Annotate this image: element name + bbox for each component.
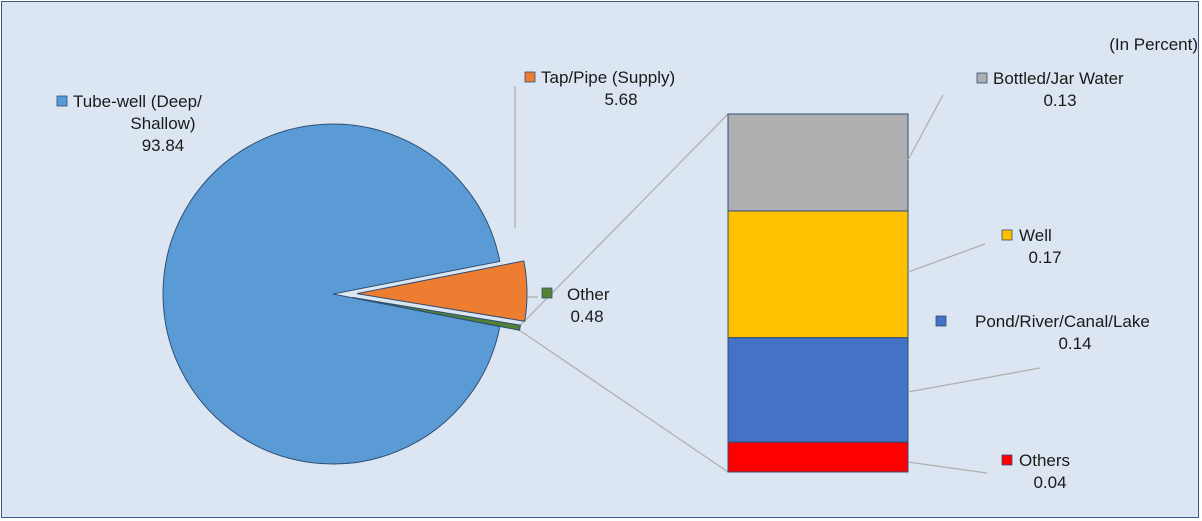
data-labels: Tube-well (Deep/Shallow) 93.84 Tap/Pipe (S… [56, 68, 1150, 492]
label-name: Bottled/Jar Water [993, 69, 1124, 88]
leader-lines [514, 86, 1041, 474]
pie-slice-other [352, 297, 521, 331]
legend-key [976, 72, 988, 84]
label-name: Others [1019, 451, 1070, 470]
legend-key [524, 71, 536, 83]
label-name: Tap/Pipe (Supply) [541, 68, 675, 87]
leader-line [907, 461, 988, 474]
pie [162, 123, 528, 465]
stacked-bar [727, 113, 909, 473]
unit-note: (In Percent) [1109, 35, 1198, 54]
label-value: 0.48 [570, 307, 603, 326]
label-value: 0.13 [1043, 91, 1076, 110]
leader-line [907, 94, 944, 161]
label-name: Shallow) [130, 114, 195, 133]
bar-segment-others [727, 441, 909, 473]
legend-key [56, 95, 68, 107]
label-value: 0.14 [1058, 334, 1091, 353]
bar-segment-bottled-jar-water [727, 113, 909, 212]
label-other: Other 0.48 [541, 285, 610, 326]
label-value: 93.84 [142, 136, 185, 155]
leader-line [907, 367, 1041, 393]
label-others: Others 0.04 [1001, 451, 1070, 492]
label-name: Well [1019, 226, 1052, 245]
label-value: 5.68 [604, 90, 637, 109]
pie-slice-tap-pipe-supply [356, 260, 528, 322]
bar-segment-pond-river-canal-lake [727, 337, 909, 443]
label-pond-river-canal-lake: Pond/River/Canal/Lake 0.14 [935, 312, 1150, 353]
label-name: Other [567, 285, 610, 304]
connector-line-top [519, 113, 729, 326]
label-name: Tube-well (Deep/ [73, 92, 202, 111]
label-value: 0.04 [1033, 473, 1066, 492]
leader-line [907, 243, 986, 273]
label-tube-well: Tube-well (Deep/Shallow) 93.84 [56, 92, 202, 155]
connector-lines [519, 113, 729, 473]
legend-key [541, 287, 553, 299]
legend-key [1001, 454, 1013, 466]
bar-segment-well [727, 210, 909, 339]
pie-slice-tube-well-deep-shallow [162, 123, 501, 465]
label-well: Well 0.17 [1001, 226, 1062, 267]
label-name: Pond/River/Canal/Lake [975, 312, 1150, 331]
legend-key [935, 315, 947, 327]
label-tap-pipe: Tap/Pipe (Supply) 5.68 [524, 68, 675, 109]
connector-line-bottom [519, 329, 729, 473]
label-value: 0.17 [1028, 248, 1061, 267]
label-bottled-jar-water: Bottled/Jar Water 0.13 [976, 69, 1124, 110]
legend-key [1001, 229, 1013, 241]
